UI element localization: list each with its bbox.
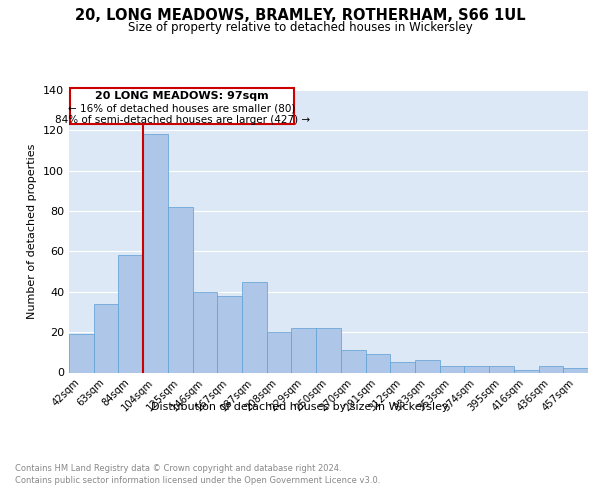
Bar: [94, 304, 118, 372]
Bar: [489, 366, 514, 372]
Bar: [464, 366, 489, 372]
Bar: [316, 328, 341, 372]
Bar: [242, 282, 267, 372]
Text: ← 16% of detached houses are smaller (80): ← 16% of detached houses are smaller (80…: [68, 103, 296, 113]
Y-axis label: Number of detached properties: Number of detached properties: [28, 144, 37, 319]
Bar: [70, 88, 294, 124]
Bar: [217, 296, 242, 372]
Text: Size of property relative to detached houses in Wickersley: Size of property relative to detached ho…: [128, 22, 472, 35]
Bar: [118, 256, 143, 372]
Bar: [514, 370, 539, 372]
Bar: [539, 366, 563, 372]
Text: Contains HM Land Registry data © Crown copyright and database right 2024.: Contains HM Land Registry data © Crown c…: [15, 464, 341, 473]
Bar: [168, 207, 193, 372]
Bar: [365, 354, 390, 372]
Bar: [563, 368, 588, 372]
Text: Contains public sector information licensed under the Open Government Licence v3: Contains public sector information licen…: [15, 476, 380, 485]
Text: 84% of semi-detached houses are larger (427) →: 84% of semi-detached houses are larger (…: [55, 115, 310, 125]
Bar: [193, 292, 217, 372]
Text: Distribution of detached houses by size in Wickersley: Distribution of detached houses by size …: [151, 402, 449, 412]
Text: 20 LONG MEADOWS: 97sqm: 20 LONG MEADOWS: 97sqm: [95, 91, 269, 101]
Bar: [267, 332, 292, 372]
Text: 20, LONG MEADOWS, BRAMLEY, ROTHERHAM, S66 1UL: 20, LONG MEADOWS, BRAMLEY, ROTHERHAM, S6…: [74, 8, 526, 22]
Bar: [341, 350, 365, 372]
Bar: [69, 334, 94, 372]
Bar: [415, 360, 440, 372]
Bar: [440, 366, 464, 372]
Bar: [390, 362, 415, 372]
Bar: [292, 328, 316, 372]
Bar: [143, 134, 168, 372]
